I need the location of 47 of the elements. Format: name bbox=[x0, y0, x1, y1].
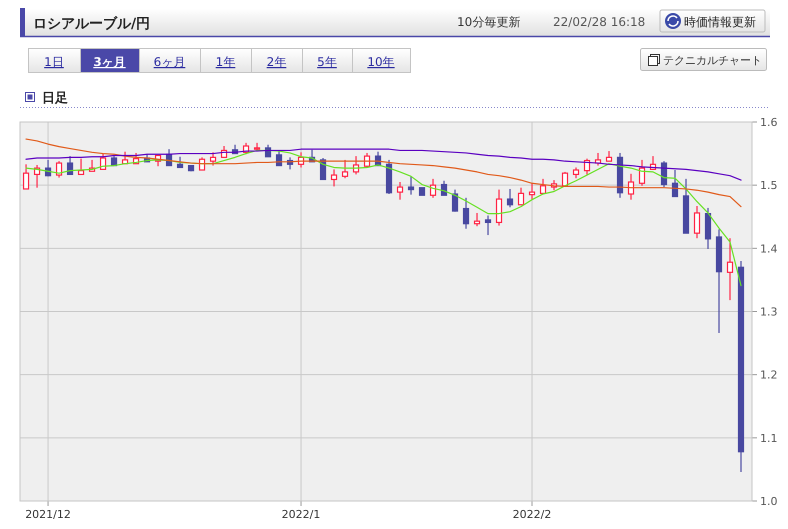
candlestick bbox=[330, 168, 338, 188]
y-tick-label: 1.6 bbox=[760, 116, 778, 129]
candlestick bbox=[540, 178, 546, 194]
y-tick-label: 1.2 bbox=[760, 368, 778, 382]
chart-title: ロシアルーブル/円 bbox=[33, 15, 150, 32]
y-tick-label: 1.3 bbox=[760, 306, 778, 318]
candlestick bbox=[528, 182, 536, 200]
text: 6ヶ月 bbox=[154, 55, 186, 69]
candlestick bbox=[210, 152, 216, 166]
text: 1年 bbox=[216, 55, 236, 69]
x-tick-label: 2022/2 bbox=[512, 508, 552, 521]
text: テクニカルチャート bbox=[663, 54, 762, 67]
text: 22/02/28 16:18 bbox=[553, 15, 646, 29]
text: 時価情報更新 bbox=[684, 15, 756, 29]
y-tick-label: 1.5 bbox=[760, 179, 778, 192]
candlestick bbox=[176, 156, 184, 168]
candlestick bbox=[408, 176, 414, 196]
candlestick bbox=[506, 188, 514, 208]
candlestick bbox=[22, 164, 30, 190]
candlestick bbox=[474, 212, 480, 227]
x-tick-label: 2021/12 bbox=[25, 508, 71, 521]
candlestick bbox=[496, 188, 502, 226]
candlestick bbox=[672, 169, 678, 198]
candlestick bbox=[694, 205, 700, 239]
text: 10年 bbox=[367, 55, 395, 69]
candlestick bbox=[572, 166, 580, 179]
text: 2年 bbox=[266, 55, 286, 69]
line-series bbox=[25, 138, 742, 208]
candlestick bbox=[342, 159, 348, 179]
text: 10分毎更新 bbox=[457, 15, 520, 29]
candlestick bbox=[562, 171, 568, 186]
candlestick bbox=[462, 197, 470, 230]
y-tick-label: 1.1 bbox=[760, 432, 778, 445]
text: 3ヶ月 bbox=[93, 55, 126, 69]
candlestick bbox=[518, 187, 524, 206]
candlestick bbox=[484, 214, 492, 236]
y-tick-label: 1.0 bbox=[760, 495, 778, 508]
x-tick-label: 2022/1 bbox=[282, 508, 320, 521]
y-tick-label: 1.4 bbox=[760, 242, 778, 256]
candlestick bbox=[726, 238, 734, 301]
text: 5年 bbox=[317, 55, 337, 69]
candlestick bbox=[396, 181, 404, 200]
candlestick bbox=[606, 150, 612, 162]
text: 1日 bbox=[44, 55, 64, 69]
candlestick bbox=[78, 158, 84, 176]
candlestick bbox=[638, 159, 646, 186]
chart-subtitle: 日足 bbox=[42, 91, 68, 106]
